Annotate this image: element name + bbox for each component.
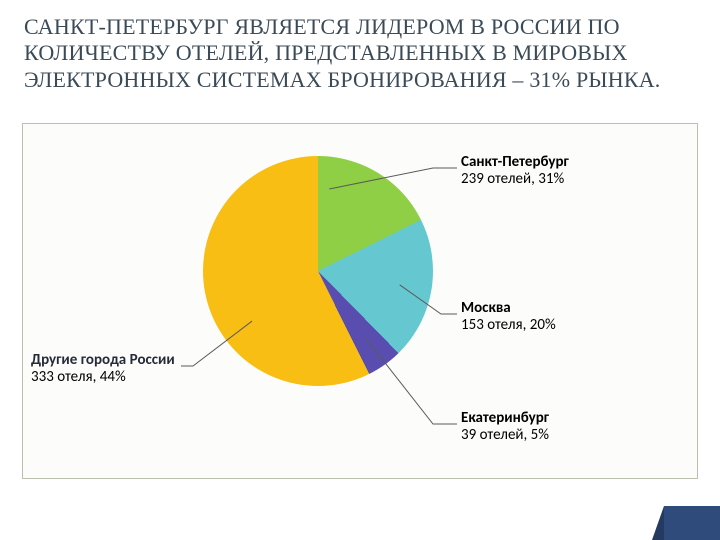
label-ekb-value: 39 отелей, 5% (461, 427, 549, 444)
label-spb-name: Санкт-Петербург (461, 154, 569, 171)
label-other-name: Другие города России (31, 352, 175, 369)
label-spb-value: 239 отелей, 31% (461, 171, 569, 188)
label-other: Другие города России 333 отеля, 44% (31, 352, 175, 387)
page-title: САНКТ-ПЕТЕРБУРГ ЯВЛЯЕТСЯ ЛИДЕРОМ В РОССИ… (24, 14, 696, 93)
label-ekb-name: Екатеринбург (461, 410, 549, 427)
corner-accent (664, 506, 720, 540)
leader-line-other (23, 124, 697, 480)
label-spb: Санкт-Петербург 239 отелей, 31% (461, 154, 569, 189)
label-msk-name: Москва (461, 300, 556, 317)
label-msk: Москва 153 отеля, 20% (461, 300, 556, 335)
pie-chart-container: Санкт-Петербург 239 отелей, 31% Москва 1… (22, 123, 698, 479)
label-other-value: 333 отеля, 44% (31, 369, 175, 386)
label-msk-value: 153 отеля, 20% (461, 317, 556, 334)
label-ekb: Екатеринбург 39 отелей, 5% (461, 410, 549, 445)
